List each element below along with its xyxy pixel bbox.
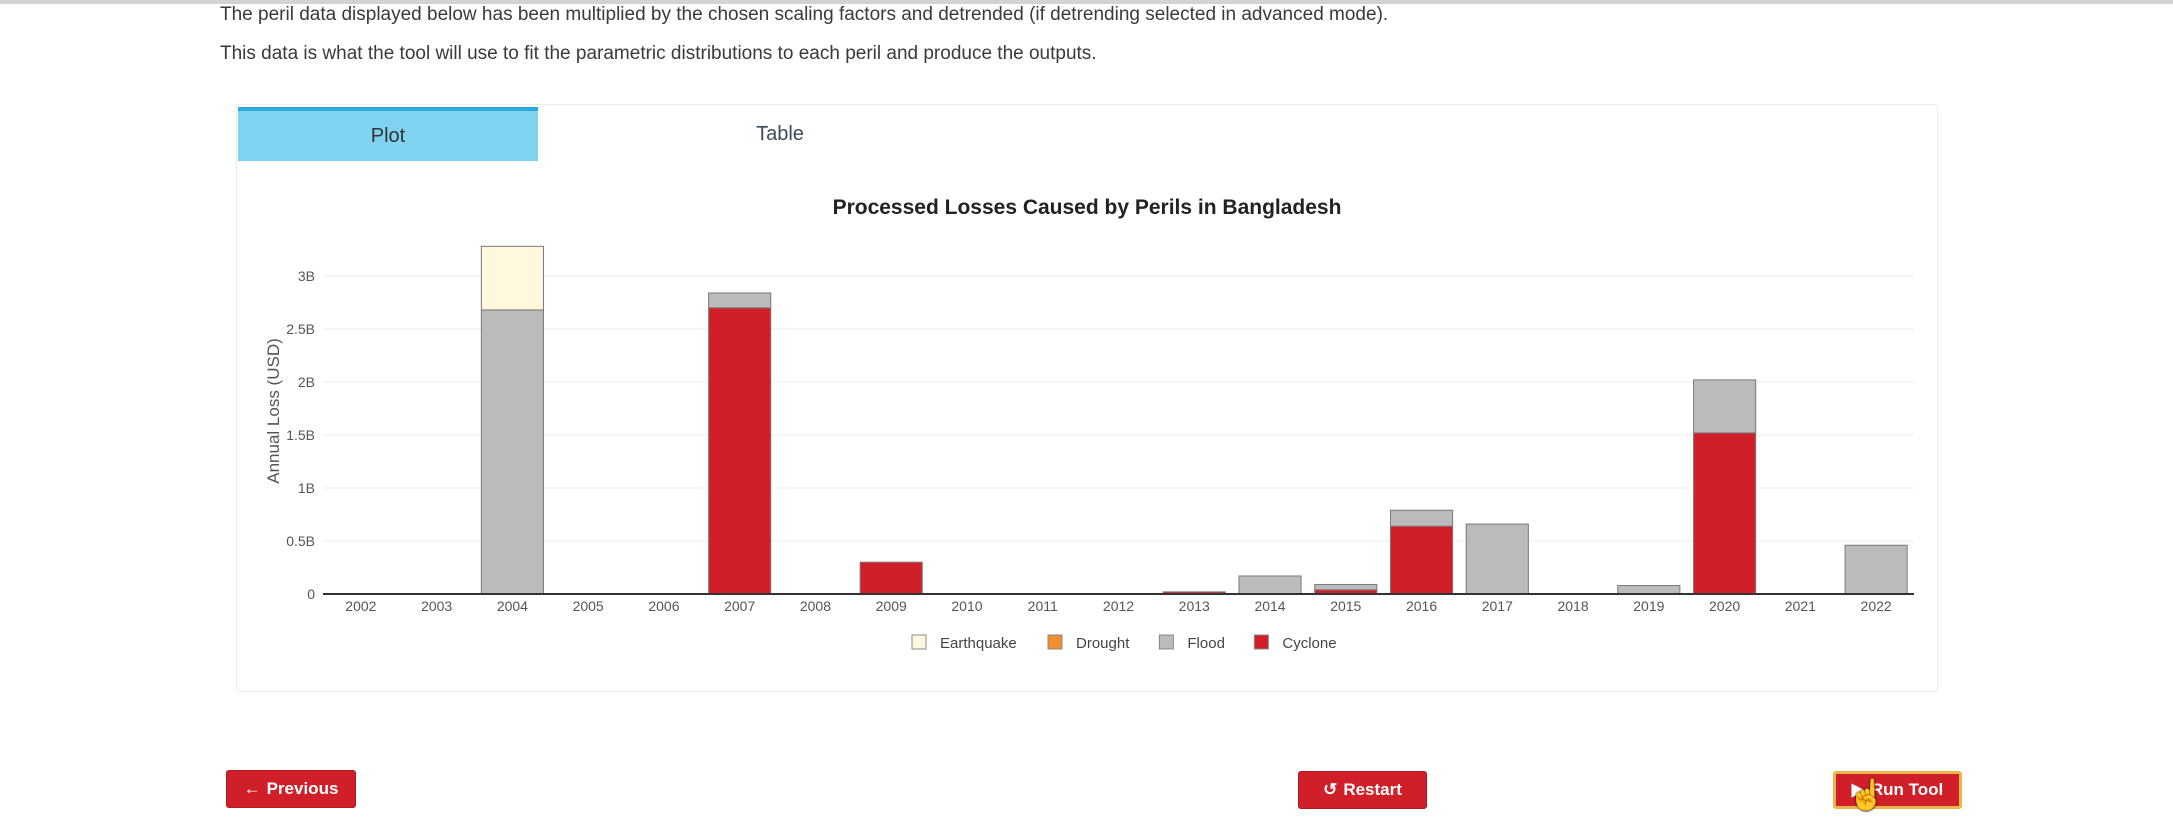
x-tick-label: 2003	[421, 598, 452, 614]
chart-title: Processed Losses Caused by Perils in Ban…	[833, 196, 1342, 219]
bar-cyclone-2009[interactable]	[859, 561, 923, 595]
x-tick-label: 2019	[1633, 598, 1664, 614]
x-tick-label: 2002	[345, 598, 376, 614]
run-tool-button[interactable]: ▶ Run Tool	[1833, 771, 1962, 809]
intro-text-scaling: The peril data displayed below has been …	[220, 4, 1389, 25]
x-tick-label: 2017	[1482, 598, 1513, 614]
intro-text-purpose: This data is what the tool will use to f…	[220, 43, 1097, 64]
legend-label-cyclone[interactable]: Cyclone	[1282, 635, 1336, 652]
x-tick-label: 2022	[1861, 598, 1892, 614]
tab-table[interactable]: Table	[756, 122, 804, 145]
bar-cyclone-2007[interactable]	[708, 307, 772, 595]
results-panel: Plot Table Processed Losses Caused by Pe…	[236, 104, 1938, 692]
x-tick-label: 2006	[648, 598, 679, 614]
y-tick-label: 3B	[298, 268, 315, 284]
bar-flood-2019[interactable]	[1617, 585, 1681, 595]
x-tick-label: 2005	[573, 598, 604, 614]
bar-flood-2020[interactable]	[1693, 379, 1757, 434]
x-tick-label: 2008	[800, 598, 831, 614]
y-axis-label: Annual Loss (USD)	[264, 338, 283, 484]
bar-flood-2022[interactable]	[1844, 544, 1908, 595]
x-tick-label: 2012	[1103, 598, 1134, 614]
y-tick-label: 0.5B	[286, 533, 315, 549]
x-tick-label: 2014	[1254, 598, 1285, 614]
run-tool-label: Run Tool	[1870, 780, 1944, 799]
grid-lines	[323, 275, 1914, 542]
rotate-left-icon: ↺	[1323, 780, 1338, 799]
legend-label-earthquake[interactable]: Earthquake	[940, 635, 1017, 652]
x-tick-label: 2021	[1785, 598, 1816, 614]
bar-cyclone-2016[interactable]	[1389, 525, 1454, 595]
y-tick-label: 1B	[298, 480, 315, 496]
tab-plot[interactable]: Plot	[238, 107, 538, 161]
play-icon: ▶	[1851, 780, 1865, 799]
bar-cyclone-2020[interactable]	[1693, 432, 1757, 595]
x-tick-label: 2018	[1557, 598, 1588, 614]
y-tick-label: 0	[307, 586, 315, 602]
x-tick-label: 2011	[1028, 598, 1058, 614]
previous-label: Previous	[266, 779, 339, 798]
bar-flood-2015[interactable]	[1314, 583, 1378, 591]
x-tick-label: 2007	[724, 598, 755, 614]
previous-button[interactable]: ← Previous	[226, 770, 356, 808]
x-tick-label: 2016	[1406, 598, 1437, 614]
y-tick-label: 2B	[298, 374, 315, 390]
y-tick-label: 1.5B	[286, 427, 315, 443]
bar-flood-2016[interactable]	[1389, 509, 1454, 527]
x-tick-label: 2015	[1330, 598, 1361, 614]
bar-flood-2017[interactable]	[1465, 523, 1529, 595]
view-tabs: Plot Table	[237, 107, 837, 163]
x-tick-label: 2004	[497, 598, 528, 614]
legend-label-flood[interactable]: Flood	[1187, 635, 1225, 652]
bar-flood-2004[interactable]	[480, 309, 544, 595]
restart-button[interactable]: ↺ Restart	[1298, 771, 1427, 809]
legend-swatch-earthquake	[911, 634, 927, 650]
arrow-left-icon: ←	[243, 779, 261, 798]
bar-flood-2014[interactable]	[1238, 575, 1302, 595]
x-tick-label: 2020	[1709, 598, 1740, 614]
legend-swatch-drought	[1047, 634, 1063, 650]
axes: 0 0.5B 1B 1.5B 2B 2.5B 3B 2002 2003 2004 2005 2006 2…	[286, 268, 1914, 614]
loss-chart: Processed Losses Caused by Perils in Ban…	[264, 196, 1914, 652]
bars	[480, 245, 1908, 595]
y-tick-label: 2.5B	[286, 321, 315, 337]
restart-label: Restart	[1343, 780, 1402, 799]
bar-earthquake-2004[interactable]	[480, 245, 544, 311]
x-tick-label: 2013	[1179, 598, 1210, 614]
x-tick-label: 2010	[951, 598, 982, 614]
chart-legend[interactable]: Earthquake Drought Flood Cyclone	[911, 634, 1337, 652]
x-tick-label: 2009	[876, 598, 907, 614]
legend-label-drought[interactable]: Drought	[1076, 635, 1130, 652]
legend-swatch-flood	[1158, 634, 1174, 650]
legend-swatch-cyclone	[1253, 634, 1269, 650]
bar-flood-2007[interactable]	[708, 292, 772, 309]
top-border	[0, 0, 2173, 4]
